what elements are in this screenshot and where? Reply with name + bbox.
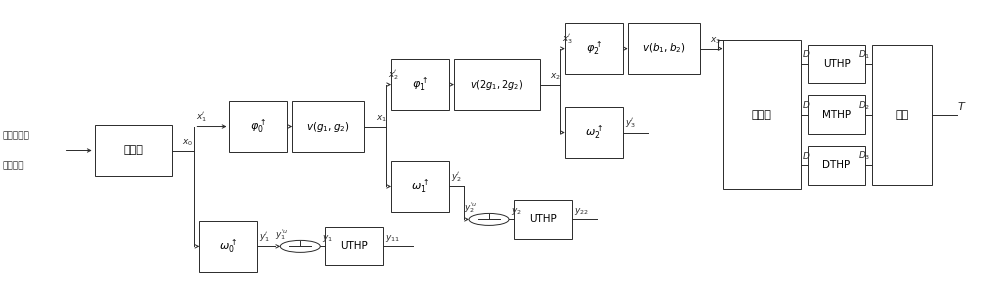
Text: $x_3'$: $x_3'$ — [562, 33, 573, 46]
Text: $y_1^{'u}$: $y_1^{'u}$ — [275, 227, 288, 242]
Text: $y_1'$: $y_1'$ — [259, 231, 270, 244]
Text: $y_1$: $y_1$ — [322, 233, 333, 244]
Circle shape — [280, 240, 320, 252]
Text: $y_2^{'u}$: $y_2^{'u}$ — [464, 200, 477, 215]
FancyBboxPatch shape — [723, 40, 801, 189]
FancyBboxPatch shape — [808, 45, 865, 83]
Text: $\omega_2^{\uparrow}$: $\omega_2^{\uparrow}$ — [585, 124, 603, 141]
Text: $\omega_0^{\uparrow}$: $\omega_0^{\uparrow}$ — [219, 237, 237, 255]
Text: $x_1'$: $x_1'$ — [196, 110, 207, 124]
Text: $x_2$: $x_2$ — [550, 72, 561, 82]
Text: 叠加: 叠加 — [896, 110, 909, 119]
FancyBboxPatch shape — [565, 23, 623, 74]
Text: $\varphi_1^{\uparrow}$: $\varphi_1^{\uparrow}$ — [412, 76, 428, 93]
Text: $y_2'$: $y_2'$ — [451, 171, 462, 184]
FancyBboxPatch shape — [325, 227, 383, 265]
Text: $\omega_1^{\uparrow}$: $\omega_1^{\uparrow}$ — [411, 178, 429, 195]
FancyBboxPatch shape — [628, 23, 700, 74]
Text: 电能质量检: 电能质量检 — [3, 131, 30, 140]
Text: UTHP: UTHP — [823, 59, 850, 69]
Text: $y_{22}$: $y_{22}$ — [574, 206, 589, 217]
Circle shape — [469, 213, 509, 225]
Text: $D_2$: $D_2$ — [858, 99, 870, 112]
Text: $y_3'$: $y_3'$ — [625, 116, 636, 130]
FancyBboxPatch shape — [292, 101, 364, 152]
FancyBboxPatch shape — [565, 107, 623, 158]
Text: $x_2'$: $x_2'$ — [388, 69, 399, 82]
Text: MTHP: MTHP — [822, 110, 851, 119]
Text: $\varphi_2^{\uparrow}$: $\varphi_2^{\uparrow}$ — [586, 40, 602, 57]
Text: UTHP: UTHP — [340, 241, 368, 251]
Text: $x_1$: $x_1$ — [376, 114, 387, 124]
Text: $D$: $D$ — [802, 48, 810, 59]
FancyBboxPatch shape — [95, 125, 172, 176]
FancyBboxPatch shape — [872, 45, 932, 185]
Text: $y_{11}$: $y_{11}$ — [385, 233, 400, 244]
Text: $y_2$: $y_2$ — [511, 206, 522, 217]
Text: $\varphi_0^{\uparrow}$: $\varphi_0^{\uparrow}$ — [250, 118, 266, 135]
Text: $x_3$: $x_3$ — [710, 36, 721, 46]
Text: UTHP: UTHP — [529, 214, 557, 225]
Text: $x_0$: $x_0$ — [182, 138, 194, 148]
Text: 测的信号: 测的信号 — [3, 161, 24, 170]
FancyBboxPatch shape — [514, 200, 572, 238]
Text: $v(g_1,g_2)$: $v(g_1,g_2)$ — [306, 119, 350, 134]
Text: $D_3$: $D_3$ — [858, 150, 870, 163]
Text: $v(b_1,b_2)$: $v(b_1,b_2)$ — [642, 42, 686, 55]
Text: $D_1$: $D_1$ — [858, 48, 870, 61]
FancyBboxPatch shape — [391, 161, 449, 212]
FancyBboxPatch shape — [199, 221, 257, 272]
FancyBboxPatch shape — [229, 101, 287, 152]
Text: 归一化: 归一化 — [124, 145, 143, 156]
Text: $D$: $D$ — [802, 99, 810, 110]
Text: DTHP: DTHP — [822, 160, 851, 170]
FancyBboxPatch shape — [454, 59, 540, 110]
Text: $D$: $D$ — [802, 150, 810, 161]
FancyBboxPatch shape — [391, 59, 449, 110]
Text: $T$: $T$ — [957, 100, 967, 112]
FancyBboxPatch shape — [808, 146, 865, 185]
FancyBboxPatch shape — [808, 95, 865, 134]
Text: $v(2g_1,2g_2)$: $v(2g_1,2g_2)$ — [470, 78, 524, 92]
Text: 归一化: 归一化 — [752, 110, 772, 119]
